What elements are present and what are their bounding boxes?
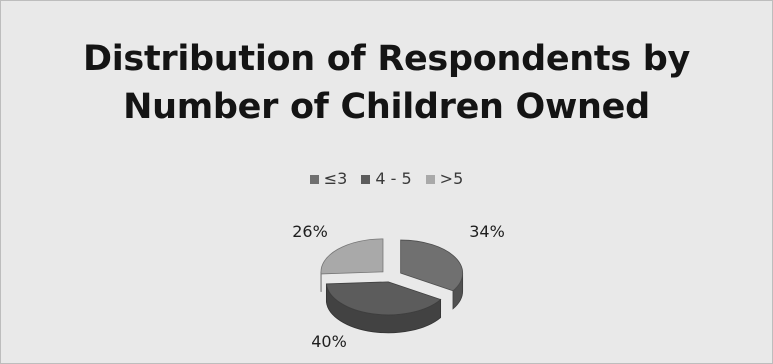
chart-title-line-1: Distribution of Respondents by <box>82 39 691 79</box>
legend-item-4-5: 4 - 5 <box>361 169 412 189</box>
data-label-le3: 34% <box>469 222 505 241</box>
legend-label-4-5: 4 - 5 <box>375 169 412 188</box>
data-label-4-5: 40% <box>311 332 347 351</box>
legend-swatch-le3 <box>309 174 319 184</box>
legend-label-gt5: >5 <box>439 169 464 188</box>
chart-legend: ≤3 4 - 5 >5 <box>1 169 772 189</box>
legend-item-gt5: >5 <box>425 169 464 189</box>
pie-slice-4-5 <box>325 281 442 334</box>
chart-title-line-2: Number of Children Owned <box>123 87 650 127</box>
legend-item-le3: ≤3 <box>309 169 348 189</box>
legend-swatch-4-5 <box>361 174 371 184</box>
legend-label-le3: ≤3 <box>323 169 348 188</box>
chart-title: Distribution of Respondents by Number of… <box>1 35 772 131</box>
pie-slice-gt5 <box>320 238 384 292</box>
pie-slice-le3 <box>400 239 464 310</box>
data-label-gt5: 26% <box>292 222 328 241</box>
legend-swatch-gt5 <box>425 174 435 184</box>
